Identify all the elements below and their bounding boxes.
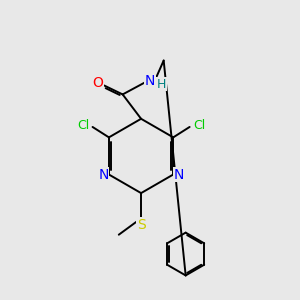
Text: N: N	[98, 167, 109, 182]
Text: N: N	[145, 74, 155, 88]
Text: N: N	[173, 167, 184, 182]
Text: H: H	[157, 78, 166, 91]
Text: Cl: Cl	[193, 119, 205, 132]
Text: S: S	[137, 218, 146, 232]
Text: O: O	[92, 76, 103, 89]
Text: Cl: Cl	[77, 119, 89, 132]
